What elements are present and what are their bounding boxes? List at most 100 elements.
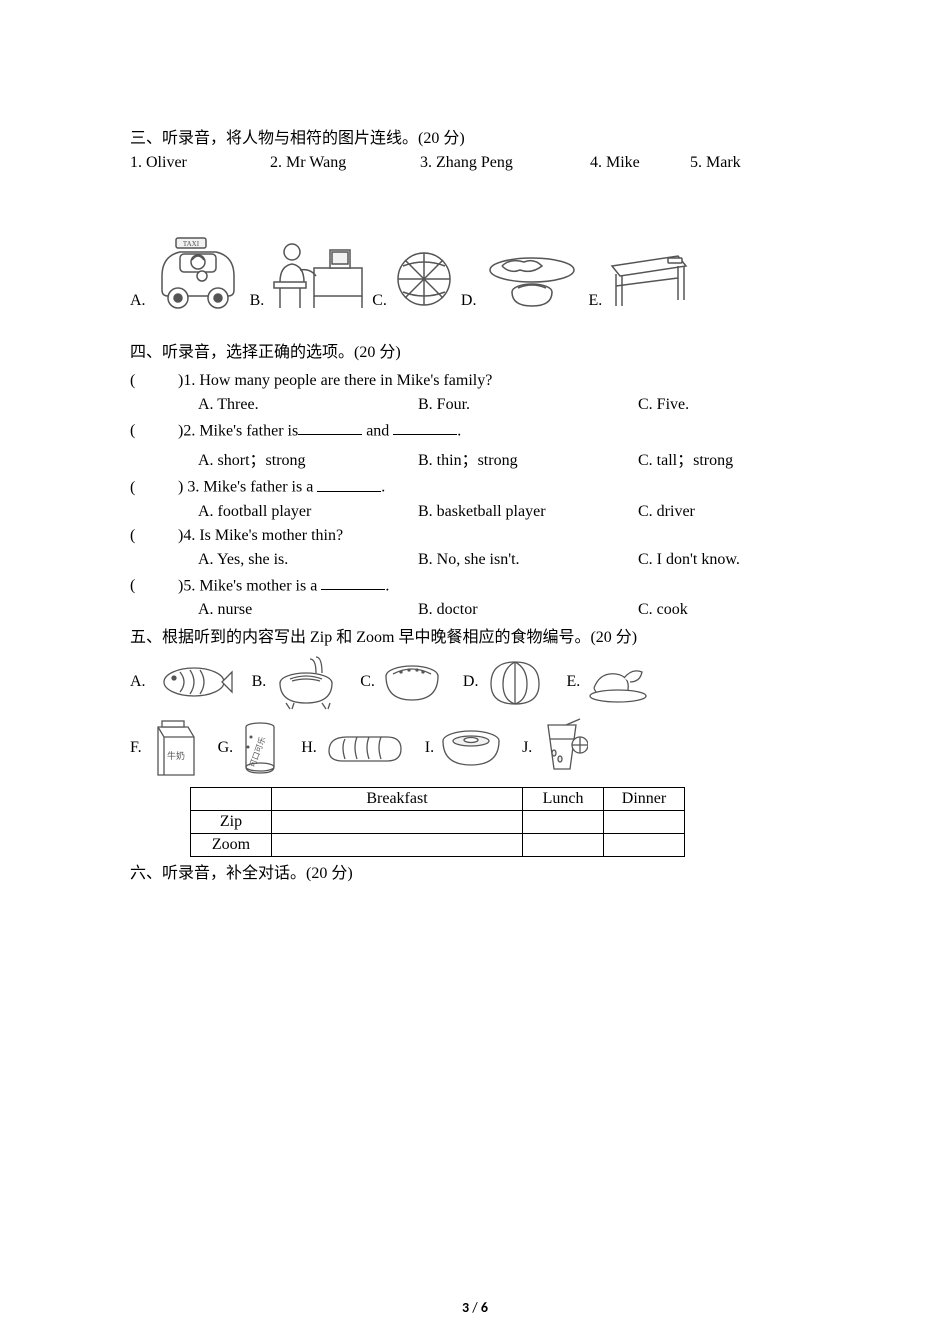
q2-mid: and xyxy=(362,422,393,439)
q5-num: )5. xyxy=(178,577,199,594)
basketball-icon xyxy=(393,248,455,310)
zoom-dinner xyxy=(604,834,685,857)
q1-num: )1. xyxy=(178,372,199,389)
paren-1: ( xyxy=(130,372,178,390)
q2-b: B. thin；strong xyxy=(418,446,638,470)
sec4-questions: ( )1. How many people are there in Mike'… xyxy=(130,372,820,619)
zip-lunch xyxy=(523,811,604,834)
opt-b-label: B. xyxy=(250,292,265,310)
soup-bowl-icon xyxy=(438,725,504,771)
q5-c: C. cook xyxy=(638,601,798,619)
q5-a: A. nurse xyxy=(198,601,418,619)
bread-icon xyxy=(321,727,407,769)
q2-post: . xyxy=(457,422,461,439)
noodles-icon xyxy=(270,653,342,711)
zoom-lunch xyxy=(523,834,604,857)
page-number: 3 / 6 xyxy=(0,1299,950,1316)
opt-a-label: A. xyxy=(130,292,146,310)
name-5: 5. Mark xyxy=(690,154,770,172)
row-zoom: Zoom xyxy=(191,834,272,857)
q2-c: C. tall；strong xyxy=(638,446,798,470)
rice-fish-bowl-icon xyxy=(482,252,582,310)
paren-4: ( xyxy=(130,527,178,545)
meals-table: Breakfast Lunch Dinner Zip Zoom xyxy=(190,787,685,857)
name-3: 3. Zhang Peng xyxy=(420,154,590,172)
opt-e-label: E. xyxy=(588,292,602,310)
q5-post: . xyxy=(385,577,389,594)
soda-can-icon: 可口可乐 xyxy=(237,717,283,779)
zoom-breakfast xyxy=(272,834,523,857)
food-i-label: I. xyxy=(425,739,434,757)
sec3-image-row: A. TAXI B. xyxy=(130,232,820,310)
q2-blank2 xyxy=(393,420,457,435)
q5-pre: Mike's mother is a xyxy=(199,577,321,594)
section-3-title: 三、听录音，将人物与相符的图片连线。(20 分) xyxy=(130,124,820,148)
zip-dinner xyxy=(604,811,685,834)
desk-icon xyxy=(608,252,690,310)
q3-blank xyxy=(317,476,381,491)
name-2: 2. Mr Wang xyxy=(270,154,420,172)
taxi-driver-icon: TAXI xyxy=(152,232,244,310)
row-zip: Zip xyxy=(191,811,272,834)
q3-pre: Mike's father is a xyxy=(203,479,317,496)
food-row-1: A. B. C. D. E. xyxy=(130,653,820,711)
food-row-2: F. 牛奶 G. 可口可乐 H. I. J. xyxy=(130,715,820,781)
food-c-label: C. xyxy=(360,673,375,691)
q3-c: C. driver xyxy=(638,503,798,521)
q1-b: B. Four. xyxy=(418,396,638,414)
svg-text:牛奶: 牛奶 xyxy=(167,750,185,761)
q3-b: B. basketball player xyxy=(418,503,638,521)
food-e-label: E. xyxy=(566,673,580,691)
th-lunch: Lunch xyxy=(523,788,604,811)
th-dinner: Dinner xyxy=(604,788,685,811)
paren-3: ( xyxy=(130,479,178,497)
milk-carton-icon: 牛奶 xyxy=(146,715,200,781)
q3-a: A. football player xyxy=(198,503,418,521)
q4-c: C. I don't know. xyxy=(638,551,798,569)
section-5-title: 五、根据听到的内容写出 Zip 和 Zoom 早中晚餐相应的食物编号。(20 分… xyxy=(130,623,820,647)
section-4-title: 四、听录音，选择正确的选项。(20 分) xyxy=(130,338,820,362)
svg-text:TAXI: TAXI xyxy=(182,240,199,248)
food-g-label: G. xyxy=(218,739,234,757)
q1-a: A. Three. xyxy=(198,396,418,414)
q2-a: A. short；strong xyxy=(198,446,418,470)
q2-pre: Mike's father is xyxy=(199,422,298,439)
name-4: 4. Mike xyxy=(590,154,690,172)
q3-post: . xyxy=(381,479,385,496)
names-row: 1. Oliver 2. Mr Wang 3. Zhang Peng 4. Mi… xyxy=(130,154,820,172)
q5-blank xyxy=(321,575,385,590)
q5-b: B. doctor xyxy=(418,601,638,619)
fish-icon xyxy=(150,658,234,706)
q4-text: Is Mike's mother thin? xyxy=(199,527,343,544)
page-total: 6 xyxy=(481,1299,488,1316)
food-b-label: B. xyxy=(252,673,267,691)
food-j-label: J. xyxy=(522,739,532,757)
page-sep: / xyxy=(469,1299,481,1316)
th-breakfast: Breakfast xyxy=(272,788,523,811)
chicken-icon xyxy=(584,660,654,704)
q1-text: How many people are there in Mike's fami… xyxy=(199,372,492,389)
food-d-label: D. xyxy=(463,673,479,691)
paren-5: ( xyxy=(130,577,178,595)
q4-b: B. No, she isn't. xyxy=(418,551,638,569)
zip-breakfast xyxy=(272,811,523,834)
person-at-desk-icon xyxy=(270,238,366,310)
q4-a: A. Yes, she is. xyxy=(198,551,418,569)
section-6-title: 六、听录音，补全对话。(20 分) xyxy=(130,859,820,883)
cabbage-icon xyxy=(482,656,548,708)
name-1: 1. Oliver xyxy=(130,154,270,172)
paren-2: ( xyxy=(130,422,178,440)
q2-blank1 xyxy=(298,420,362,435)
opt-c-label: C. xyxy=(372,292,387,310)
q3-num: ) 3. xyxy=(178,479,203,496)
juice-glass-icon xyxy=(536,717,588,779)
rice-bowl-icon xyxy=(379,656,445,708)
q1-c: C. Five. xyxy=(638,396,798,414)
food-a-label: A. xyxy=(130,673,146,691)
opt-d-label: D. xyxy=(461,292,477,310)
th-empty xyxy=(191,788,272,811)
q2-num: )2. xyxy=(178,422,199,439)
food-h-label: H. xyxy=(301,739,317,757)
food-f-label: F. xyxy=(130,739,142,757)
q4-num: )4. xyxy=(178,527,199,544)
